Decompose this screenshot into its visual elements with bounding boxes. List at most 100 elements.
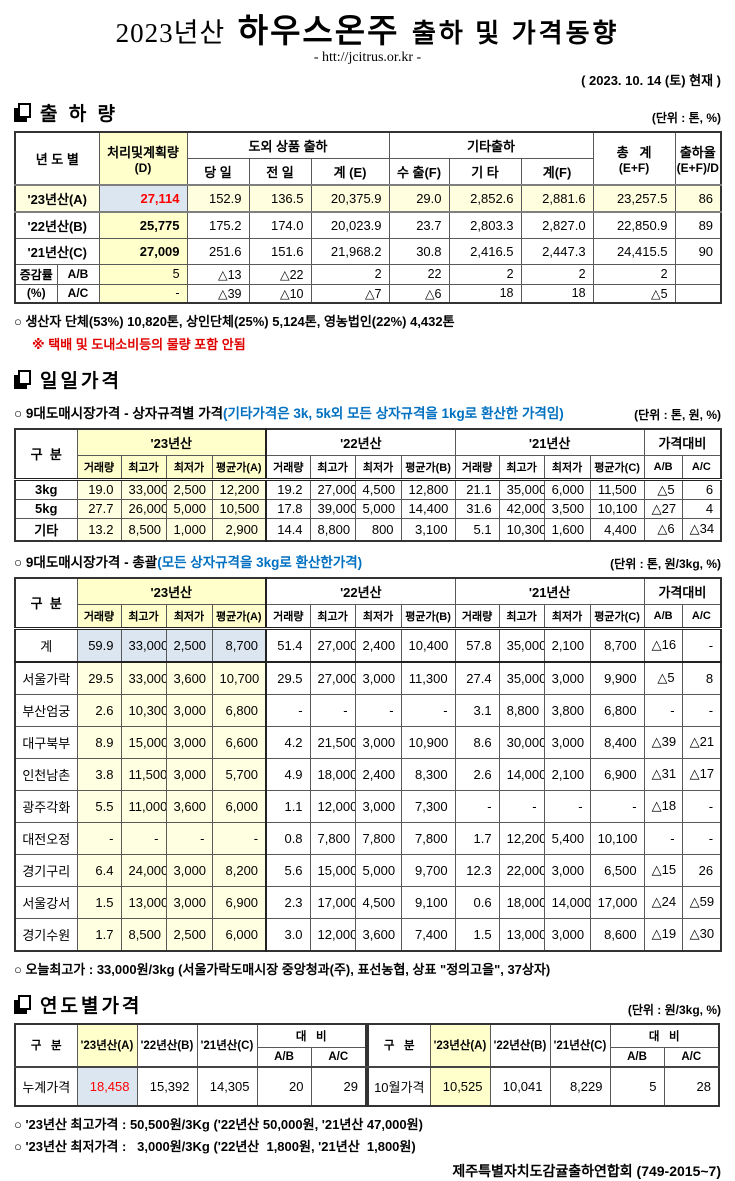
col-group-etc-shipment: 기타출하 [388, 131, 594, 159]
cell: 2,881.6 [520, 183, 594, 213]
row-label: 계 [14, 627, 78, 663]
col-header-2022: '22년산(B) [136, 1023, 198, 1068]
cell: 21.1 [454, 478, 500, 500]
cell: 17,000 [589, 885, 645, 919]
cell: 2,803.3 [448, 211, 522, 239]
unit-label: (단위 : 톤, 원/3kg, %) [610, 556, 721, 571]
cell: 10,525 [429, 1066, 491, 1107]
cell: 35,000 [498, 627, 545, 663]
row-label: 광주각화 [14, 789, 78, 823]
row-label: '22년산(B) [14, 211, 100, 239]
col-header-export: 수 출(F) [388, 157, 450, 186]
cell: 800 [354, 517, 402, 542]
col-group-compare: 가격대비 [643, 428, 722, 456]
col-header: 평균가(A) [211, 603, 268, 629]
col-header-2021: '21년산(C) [196, 1023, 258, 1068]
table-row: 증감률 A/B 5 △13 △22 2 22 2 2 2 [14, 263, 722, 285]
col-header: 평균가(B) [400, 454, 456, 480]
cell: - [76, 821, 122, 855]
cell: △6 [388, 283, 450, 304]
cell: 19.2 [265, 478, 311, 500]
cell: 251.6 [186, 237, 250, 265]
cell: △59 [681, 885, 722, 919]
cell: 4.9 [265, 757, 311, 791]
col-header: 거래량 [454, 454, 500, 480]
col-header: 최고가 [120, 454, 167, 480]
row-label: 서울가락 [14, 661, 78, 695]
cell: 1,000 [165, 517, 213, 542]
unit-label: (단위 : 톤, 원, %) [634, 407, 721, 422]
cell: 39,000 [309, 498, 356, 519]
cell: 2,500 [165, 478, 213, 500]
table-row: 대전오정 - - - -0.8 7,800 7,800 7,800 1.7 12,200 5,400… [14, 821, 722, 855]
cell: 3,000 [543, 853, 591, 887]
cumulative-price-table: 구 분 '23년산(A) '22년산(B) '21년산(C) 대 비 A/B A… [14, 1022, 367, 1107]
col-header: 최저가 [543, 603, 591, 629]
col-header-category: 구 분 [14, 577, 78, 629]
cell: 1.7 [76, 917, 122, 952]
col-group-compare: 가격대비 [643, 577, 722, 605]
table-row: 계 59.9 33,000 2,500 8,700 51.4 27,000 2,400 10,4… [14, 627, 722, 663]
cell: 5 [98, 263, 188, 285]
table-row: 기타 13.2 8,500 1,000 2,900 14.4 8,800 800 3,100 5.… [14, 517, 722, 542]
cell: - [400, 693, 456, 727]
cell: 3,000 [543, 725, 591, 759]
section-title-shipment: 출 하 량 [40, 103, 118, 125]
cell: 51.4 [265, 627, 311, 663]
cell: 8,400 [589, 725, 645, 759]
col-header: 거래량 [76, 603, 122, 629]
cell: 3,000 [165, 725, 213, 759]
cell: 3.8 [76, 757, 122, 791]
max-price-note: ○ '23년산 최고가격 : 50,500원/3Kg ('22년산 50,000… [14, 1116, 423, 1132]
cell: - [354, 693, 402, 727]
cell: 3,800 [543, 693, 591, 727]
cell: 10,900 [400, 725, 456, 759]
cell: 4,400 [589, 517, 645, 542]
table-row: 3kg 19.0 33,000 2,500 12,200 19.2 27,000 4,500 1… [14, 478, 722, 500]
cell: △24 [643, 885, 683, 919]
cell: 5.1 [454, 517, 500, 542]
title-year: 2023년산 [115, 18, 226, 48]
cell: - [589, 789, 645, 823]
cell: 2.6 [454, 757, 500, 791]
as-of-date: ( 2023. 10. 14 (토) 현재 ) [581, 72, 721, 88]
col-header: 평균가(A) [211, 454, 268, 480]
yearly-price-tables: 구 분 '23년산(A) '22년산(B) '21년산(C) 대 비 A/B A… [14, 1022, 721, 1107]
cell: 90 [674, 237, 722, 265]
cell: △7 [310, 283, 390, 304]
cell: 5.6 [265, 853, 311, 887]
table-row: (%) A/C - △39 △10 △7 △6 18 18 △5 [14, 283, 722, 304]
cell: 25,775 [98, 211, 188, 239]
col-header-category: 구 분 [14, 428, 78, 480]
cell: 9,700 [400, 853, 456, 887]
col-header: A/C [681, 454, 722, 480]
header-row: 거래량 최고가 최저가 평균가(A) 거래량 최고가 최저가 평균가(B) 거래… [15, 603, 722, 629]
shipment-table: 년 도 별 처리및계획량 (D) 도외 상품 출하 기타출하 총 계 (E+F)… [14, 130, 723, 304]
cell: - [98, 283, 188, 304]
cell: 59.9 [76, 627, 122, 663]
cell: 2,852.6 [448, 183, 522, 213]
cell: 2,500 [165, 627, 213, 663]
table-row: '22년산(B) 25,775 175.2 174.0 20,023.9 23.7 2,80… [14, 211, 722, 239]
row-label: 부산엄궁 [14, 693, 78, 727]
cell: - [681, 789, 722, 823]
cell: 35,000 [498, 478, 545, 500]
cell: 12.3 [454, 853, 500, 887]
col-header: 최저가 [354, 454, 402, 480]
cell: 15,392 [136, 1066, 198, 1107]
col-group-2021: '21년산 [454, 577, 645, 605]
cell: 2,100 [543, 627, 591, 663]
cell: 15,000 [309, 853, 356, 887]
header-row: 구 분 '23년산 '22년산 '21년산 가격대비 [14, 428, 722, 480]
col-header-ab: A/B [609, 1046, 665, 1068]
cell: 6,600 [211, 725, 268, 759]
row-label: 대구북부 [14, 725, 78, 759]
cell: 10,300 [498, 517, 545, 542]
cell: 0.6 [454, 885, 500, 919]
cell: 3,000 [543, 661, 591, 695]
cell: - [681, 821, 722, 855]
cell: 27.4 [454, 661, 500, 695]
table-row: 서울강서 1.5 13,000 3,000 6,900 2.3 17,000 4,500 9,1… [14, 885, 722, 919]
row-label: 대전오정 [14, 821, 78, 855]
cell: 7,300 [400, 789, 456, 823]
